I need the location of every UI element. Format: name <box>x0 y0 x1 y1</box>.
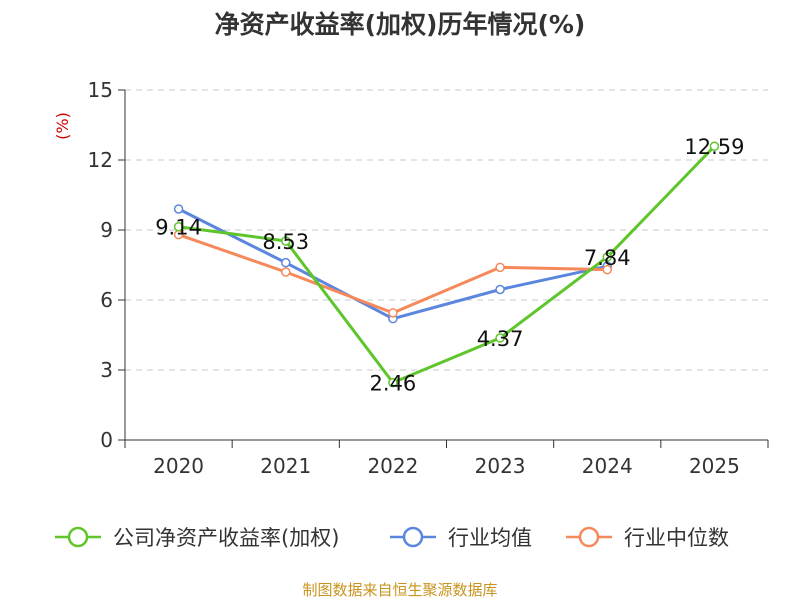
point-1-2021 <box>281 257 291 268</box>
legend-item-2[interactable]: 行业中位数 <box>566 526 729 550</box>
point-2-2022 <box>388 308 398 318</box>
axes: 0 3 6 9 12 15 2020 2021 2022 2023 2024 2025 <box>88 78 769 478</box>
y-tick-label-0: 0 <box>100 428 113 452</box>
point-2-2021 <box>281 267 291 277</box>
legend-marker-0 <box>67 526 89 548</box>
y-tick-label-9: 9 <box>100 218 113 242</box>
series-lines <box>173 141 720 388</box>
data-labels: 9.14 8.53 2.46 4.37 7.84 12.59 <box>155 135 744 395</box>
data-label-2022: 2.46 <box>370 372 417 396</box>
data-label-2023: 4.37 <box>477 327 524 351</box>
point-0-2023 <box>495 333 505 343</box>
data-label-2021: 8.53 <box>262 230 309 254</box>
point-0-2021 <box>281 236 291 246</box>
legend-marker-1 <box>402 526 424 548</box>
legend-marker-2 <box>578 526 600 548</box>
x-tick-label-2023: 2023 <box>475 454 526 478</box>
x-tick-label-2025: 2025 <box>689 454 740 478</box>
point-2-2024 <box>602 264 612 275</box>
y-tick-label-3: 3 <box>100 358 113 382</box>
x-tick-label-2024: 2024 <box>582 454 633 478</box>
legend-label-0: 公司净资产收益率(加权) <box>113 526 339 550</box>
x-tick-label-2022: 2022 <box>367 454 418 478</box>
y-tick-label-12: 12 <box>88 148 113 172</box>
chart-title: 净资产收益率(加权)历年情况(%) <box>215 10 586 39</box>
legend-item-1[interactable]: 行业均值 <box>390 526 532 550</box>
legend-label-1: 行业均值 <box>448 526 532 550</box>
series-line-2 <box>178 233 608 315</box>
legend[interactable]: 公司净资产收益率(加权) 行业均值 行业中位数 <box>55 526 729 550</box>
y-axis-label: (%) <box>53 112 72 140</box>
point-2-2023 <box>495 262 505 273</box>
y-tick-label-6: 6 <box>100 288 113 312</box>
data-label-2024: 7.84 <box>584 246 631 270</box>
legend-label-2: 行业中位数 <box>624 526 729 550</box>
point-0-2025 <box>709 141 720 151</box>
legend-item-0[interactable]: 公司净资产收益率(加权) <box>55 526 339 550</box>
series-line-1 <box>177 207 608 321</box>
x-tick-label-2021: 2021 <box>260 454 311 478</box>
data-label-2025: 12.59 <box>684 135 744 159</box>
grid-lines <box>125 89 768 371</box>
point-0-2022 <box>388 377 398 388</box>
x-tick-label-2020: 2020 <box>153 454 204 478</box>
source-note: 制图数据来自恒生聚源数据库 <box>302 581 497 599</box>
series-line-0 <box>178 145 716 385</box>
y-tick-label-15: 15 <box>88 78 113 102</box>
point-1-2023 <box>495 284 505 295</box>
point-0-2024 <box>602 252 612 262</box>
point-1-2020 <box>173 204 184 214</box>
point-0-2020 <box>173 221 184 232</box>
data-label-2020: 9.14 <box>155 216 202 240</box>
